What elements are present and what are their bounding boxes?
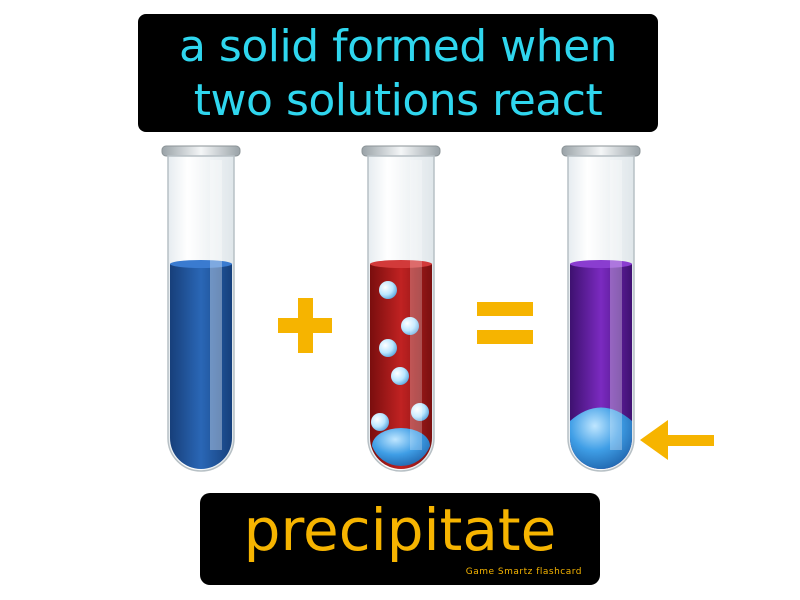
test-tube-illustration bbox=[161, 145, 714, 472]
term-word: precipitate bbox=[243, 496, 557, 564]
test-tube-purple bbox=[561, 145, 641, 472]
definition-box: a solid formed when two solutions react bbox=[138, 14, 658, 132]
definition-line-2: two solutions react bbox=[193, 75, 603, 126]
plus-icon bbox=[278, 298, 332, 353]
definition-line-1: a solid formed when bbox=[178, 21, 618, 72]
bubble bbox=[401, 317, 419, 335]
bubble bbox=[371, 413, 389, 431]
brand-label: Game Smartz flashcard bbox=[465, 567, 582, 577]
arrow-left-icon bbox=[640, 420, 714, 460]
equals-icon bbox=[477, 302, 533, 344]
test-tube-blue bbox=[161, 145, 241, 472]
test-tube-red bbox=[361, 145, 441, 472]
term-box: precipitate Game Smartz flashcard bbox=[200, 493, 600, 585]
bubble bbox=[379, 281, 397, 299]
bubble bbox=[391, 367, 409, 385]
red-tube-precipitate bbox=[372, 428, 430, 467]
precipitate-layer bbox=[570, 407, 632, 469]
blue-liquid bbox=[170, 264, 232, 469]
bubble bbox=[379, 339, 397, 357]
bubble bbox=[411, 403, 429, 421]
